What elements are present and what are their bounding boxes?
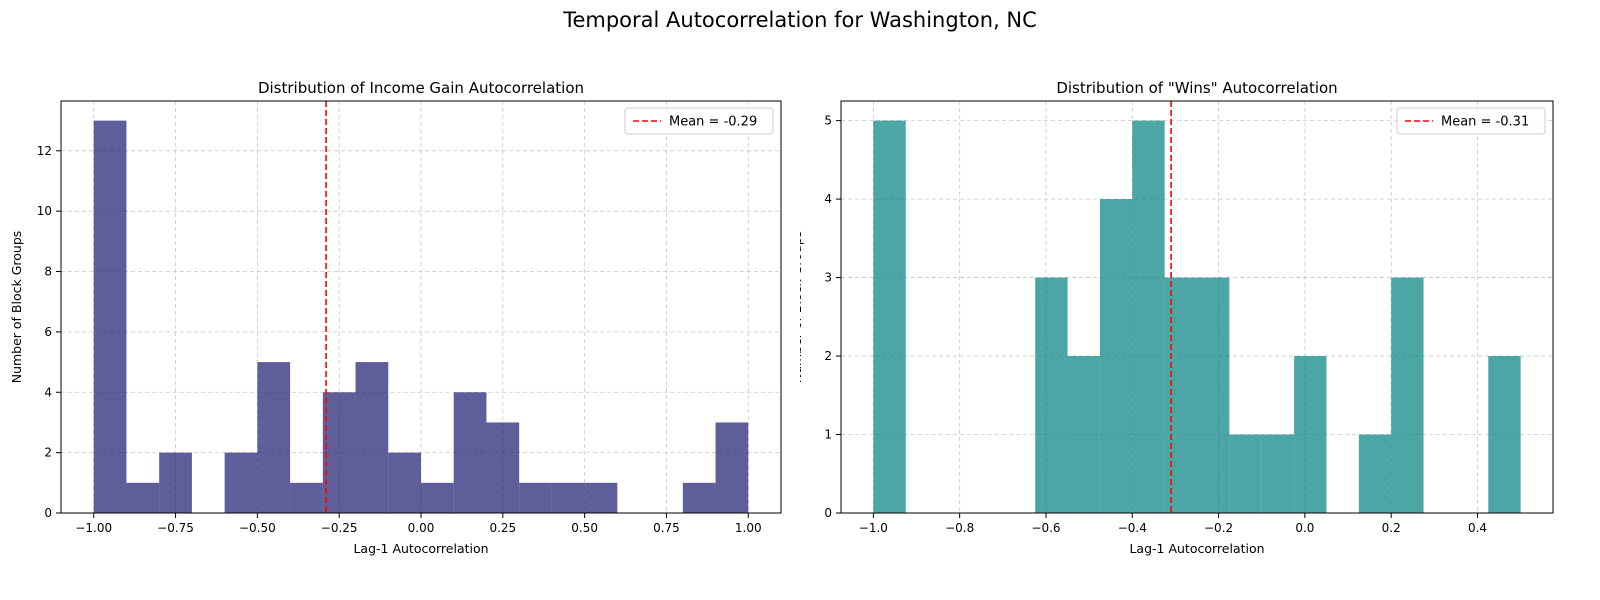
histogram-bar — [584, 482, 618, 513]
histogram-bar — [1261, 434, 1295, 513]
legend-box — [624, 107, 774, 135]
histogram-bar — [1164, 277, 1197, 513]
x-tick-label: −0.75 — [157, 521, 194, 535]
histogram-bar — [551, 482, 585, 513]
histogram-bar — [290, 482, 323, 513]
y-axis-label: Number of Block Groups — [9, 231, 24, 384]
y-tick-label: 5 — [824, 114, 832, 128]
x-tick-label: 0.0 — [1295, 521, 1314, 535]
x-tick-label: 0.4 — [1468, 521, 1487, 535]
histogram-bar — [715, 422, 749, 513]
y-tick-label: 10 — [37, 204, 52, 218]
x-axis-label: Lag-1 Autocorrelation — [1129, 541, 1264, 556]
x-tick-label: 1.00 — [735, 521, 762, 535]
x-tick-label: −0.4 — [1118, 521, 1147, 535]
histogram-bars — [93, 120, 749, 513]
x-ticks: −1.0 −0.8 −0.6 −0.4 −0.2 0.0 0.2 0.4 — [859, 513, 1487, 535]
y-tick-label: 8 — [44, 265, 52, 279]
x-tick-label: −1.0 — [859, 521, 888, 535]
histogram-bar — [486, 422, 520, 513]
y-tick-label: 4 — [824, 192, 832, 206]
x-tick-label: 0.75 — [653, 521, 680, 535]
y-ticks: 0 1 2 3 4 5 — [824, 114, 841, 520]
histogram-bar — [257, 362, 291, 513]
y-tick-label: 2 — [44, 446, 52, 460]
x-tick-label: −0.25 — [321, 521, 358, 535]
y-tick-label: 12 — [37, 144, 52, 158]
legend: Mean = -0.31 — [1396, 107, 1546, 135]
histogram-bar — [682, 482, 716, 513]
histogram-bar — [1035, 277, 1068, 513]
histogram-bar — [1294, 356, 1327, 513]
x-tick-label: −0.2 — [1204, 521, 1233, 535]
histogram-bar — [93, 120, 127, 513]
grid-lines — [61, 101, 781, 514]
legend-box — [1396, 107, 1546, 135]
legend: Mean = -0.29 — [624, 107, 774, 135]
histogram-bar — [355, 362, 389, 513]
histogram-bar — [1197, 277, 1230, 513]
chart-title: Distribution of "Wins" Autocorrelation — [1056, 79, 1337, 97]
legend-label: Mean = -0.29 — [669, 115, 757, 130]
y-ticks: 0 2 4 6 8 10 12 — [37, 144, 61, 520]
x-tick-label: −1.00 — [75, 521, 112, 535]
x-tick-label: 0.25 — [489, 521, 516, 535]
histogram-bar — [421, 482, 454, 513]
histogram-bar — [1358, 434, 1392, 513]
histogram-bar — [1132, 120, 1165, 513]
y-axis-label: Number of Block Groups — [800, 231, 804, 384]
histogram-bar — [1488, 356, 1521, 513]
histogram-bar — [126, 482, 160, 513]
income-gain-histogram: −1.00 −0.75 −0.50 −0.25 0.00 0.25 0.50 0.75 1.00… — [9, 79, 782, 556]
y-tick-label: 3 — [824, 271, 832, 285]
histogram-bar — [1229, 434, 1262, 513]
histogram-bar — [873, 120, 906, 513]
x-tick-label: −0.50 — [239, 521, 276, 535]
chart-title: Distribution of Income Gain Autocorrelat… — [258, 79, 584, 97]
x-tick-label: 0.00 — [408, 521, 435, 535]
x-ticks: −1.00 −0.75 −0.50 −0.25 0.00 0.25 0.50 0.75 1.00 — [75, 513, 762, 535]
histogram-bar — [388, 452, 421, 513]
axes-frame — [840, 100, 1554, 514]
histogram-bar — [453, 392, 487, 513]
legend-label: Mean = -0.31 — [1441, 115, 1529, 130]
y-tick-label: 0 — [824, 506, 832, 520]
histogram-bar — [322, 392, 356, 513]
histogram-bar — [224, 452, 258, 513]
y-tick-label: 0 — [44, 506, 52, 520]
histogram-bar — [1099, 199, 1133, 513]
y-tick-label: 4 — [44, 385, 52, 399]
figure-suptitle: Temporal Autocorrelation for Washington,… — [563, 8, 1037, 32]
y-tick-label: 6 — [44, 325, 52, 339]
histogram-bar — [159, 452, 192, 513]
histogram-bar — [1391, 277, 1424, 513]
x-tick-label: −0.6 — [1031, 521, 1060, 535]
y-tick-label: 1 — [824, 428, 832, 442]
wins-histogram: −1.0 −0.8 −0.6 −0.4 −0.2 0.0 0.2 0.4 0 1 2 3 4 5 Distr… — [800, 79, 1554, 556]
x-tick-label: 0.50 — [571, 521, 598, 535]
histogram-bar — [1067, 356, 1100, 513]
x-axis-label: Lag-1 Autocorrelation — [353, 541, 488, 556]
x-tick-label: −0.8 — [945, 521, 974, 535]
histogram-bar — [519, 482, 552, 513]
y-tick-label: 2 — [824, 349, 832, 363]
x-tick-label: 0.2 — [1382, 521, 1401, 535]
histogram-bars — [873, 120, 1521, 513]
